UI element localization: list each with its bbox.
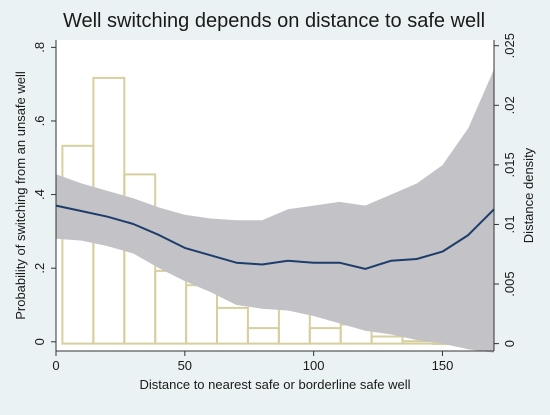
x-axis-label: Distance to nearest safe or borderline s… (140, 377, 411, 392)
y-tick-label: 0 (32, 338, 47, 345)
histogram-bar (216, 306, 249, 345)
y2-tick-label: .015 (502, 152, 517, 177)
y-tick-label: .6 (32, 116, 47, 127)
y2-tick-label: .02 (502, 96, 517, 114)
y2-tick-label: .025 (502, 33, 517, 58)
ticks-layer: 0 50 100 150 0 .2 .4 .6 .8 0 .005 .01 .015 .02 .025 (32, 33, 517, 373)
y-tick-label: .2 (32, 263, 47, 274)
y-tick-label: .8 (32, 42, 47, 53)
y-axis-label: Probability of switching from an unsafe … (13, 71, 28, 320)
y2-tick-label: 0 (502, 340, 517, 347)
fitted-line (55, 204, 495, 270)
histogram-bar (370, 335, 404, 345)
histogram-bar (401, 340, 435, 345)
chart-title: Well switching depends on distance to sa… (63, 10, 485, 32)
x-tick-label: 100 (303, 358, 325, 373)
x-tick-label: 0 (52, 358, 59, 373)
y2-axis-label: Distance density (521, 147, 536, 243)
y2-tick-label: .01 (502, 215, 517, 233)
y2-tick-label: .005 (502, 271, 517, 296)
y-tick-label: .4 (32, 189, 47, 200)
confidence-band (56, 69, 494, 353)
x-tick-label: 50 (178, 358, 192, 373)
x-tick-label: 150 (432, 358, 454, 373)
